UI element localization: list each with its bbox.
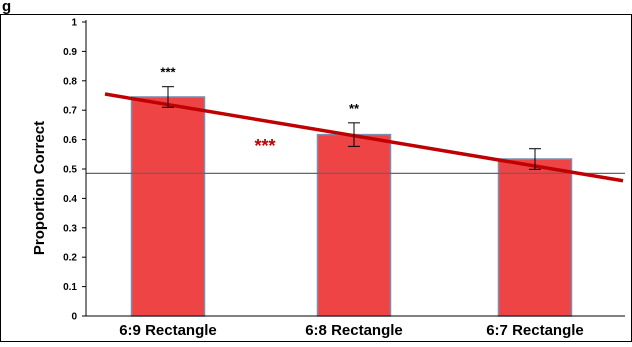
bar	[497, 158, 573, 317]
y-tick-label: 0.6	[63, 135, 77, 146]
y-tick-label: 0.9	[63, 47, 77, 58]
y-axis-ticks: 0 0.1 0.2 0.3 0.4 0.5 0.6 0.7 0.8 0.9 1	[63, 18, 86, 323]
trend-line	[104, 92, 624, 183]
x-category-label: 6:7 Rectangle	[486, 322, 584, 339]
y-tick-label: 1	[71, 18, 77, 29]
trend-significance-label: ***	[254, 136, 275, 156]
bars	[130, 96, 573, 317]
x-category-label: 6:9 Rectangle	[119, 322, 217, 339]
y-tick-label: 0.4	[63, 194, 77, 205]
bar-significance-label: ***	[160, 65, 176, 80]
y-tick-label: 0	[71, 312, 77, 323]
y-tick-label: 0.3	[63, 223, 77, 234]
header-text: g	[2, 0, 11, 15]
y-axis-title: Proportion Correct	[31, 121, 48, 255]
y-tick-label: 0.5	[63, 165, 77, 176]
bar-significance-label: **	[349, 101, 360, 116]
category-labels: 6:9 Rectangle 6:8 Rectangle 6:7 Rectangle	[119, 322, 584, 339]
y-tick-label: 0.8	[63, 76, 77, 87]
y-tick-label: 0.2	[63, 253, 77, 264]
bar	[130, 96, 206, 317]
bar	[316, 133, 392, 317]
x-category-label: 6:8 Rectangle	[305, 322, 403, 339]
error-bars	[162, 86, 541, 170]
y-tick-label: 0.7	[63, 106, 77, 117]
y-tick-label: 0.1	[63, 282, 77, 293]
significance-labels: *****	[160, 65, 360, 116]
